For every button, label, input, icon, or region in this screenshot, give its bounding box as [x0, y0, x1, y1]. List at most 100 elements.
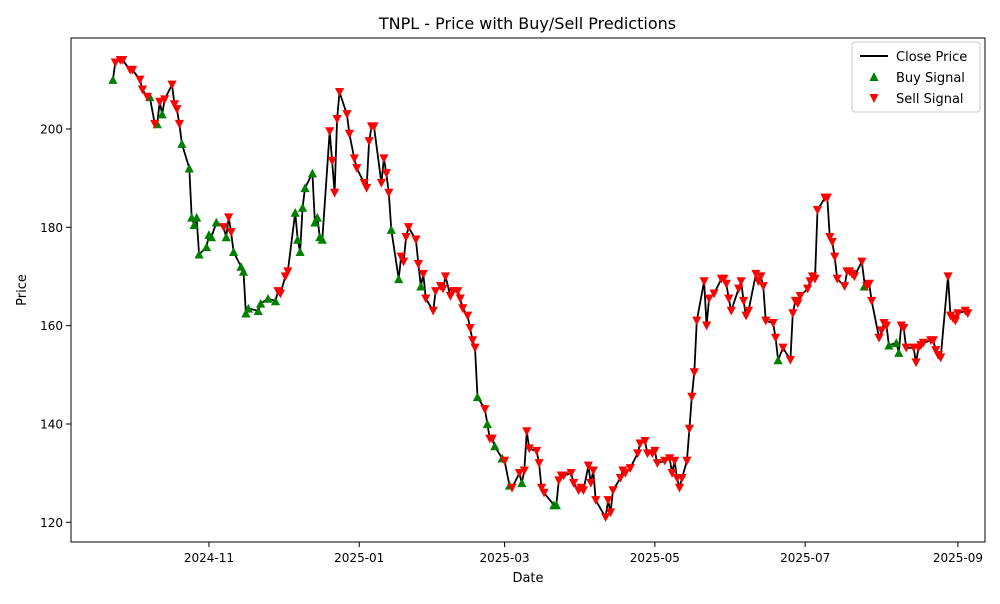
sell-signal-marker — [507, 483, 517, 493]
sell-signal-marker — [785, 355, 795, 365]
sell-signal-marker — [849, 272, 860, 282]
sell-signal-marker — [401, 233, 411, 242]
buy-signal-marker — [157, 109, 167, 119]
y-tick-label: 200 — [40, 122, 63, 136]
sell-signal-marker — [428, 306, 438, 316]
sell-signal-marker — [936, 353, 946, 363]
buy-signal-marker — [177, 139, 187, 148]
sell-signal-marker — [514, 469, 524, 478]
sell-signal-marker — [756, 272, 766, 282]
buy-signal-marker — [184, 163, 194, 173]
buy-signal-marker — [551, 500, 561, 510]
plot-area — [108, 55, 973, 523]
buy-signal-marker — [241, 308, 251, 318]
sell-signal-marker — [758, 282, 768, 291]
buy-signal-marker — [192, 212, 202, 222]
sell-signal-marker — [867, 296, 877, 306]
sell-signal-marker — [155, 97, 165, 107]
buy-signal-marker — [517, 478, 527, 488]
sell-signal-marker — [352, 164, 362, 173]
sell-signal-marker — [411, 235, 421, 245]
sell-signal-marker — [726, 306, 736, 316]
sell-signal-marker — [699, 277, 709, 286]
sell-signal-marker — [172, 105, 182, 114]
sell-signal-marker — [953, 309, 963, 318]
sell-signal-marker — [534, 459, 544, 468]
sell-signal-marker — [539, 488, 549, 498]
sell-signal-marker — [396, 252, 406, 262]
sell-signal-marker — [349, 154, 359, 164]
legend: Close Price Buy Signal Sell Signal — [851, 41, 981, 113]
sell-signal-marker — [591, 496, 601, 505]
sell-signal-marker — [167, 80, 177, 90]
sell-signal-marker — [724, 294, 734, 304]
sell-signal-marker — [588, 466, 598, 476]
sell-signal-marker — [839, 282, 850, 291]
chart-title: TNPL - Price with Buy/Sell Predictions — [378, 14, 676, 33]
sell-signal-marker — [620, 469, 630, 478]
sell-signal-marker — [677, 473, 687, 483]
sell-signal-marker — [458, 304, 468, 314]
buy-signal-marker — [300, 183, 310, 193]
sell-signal-marker — [633, 449, 643, 459]
buy-signal-marker — [290, 207, 300, 217]
sell-signal-marker — [832, 274, 842, 284]
sell-signal-marker — [770, 333, 781, 343]
sell-signal-marker — [803, 284, 813, 294]
legend-sell-marker — [869, 94, 879, 103]
x-axis-label: Date — [512, 571, 543, 586]
sell-signal-marker — [137, 85, 148, 95]
buy-signal-marker — [307, 168, 318, 178]
sell-signal-marker — [702, 321, 712, 331]
buy-signal-marker — [310, 217, 320, 227]
sell-signal-marker — [524, 444, 534, 454]
x-tick-label: 2025-07 — [780, 551, 830, 565]
buy-signal-marker — [270, 296, 281, 306]
buy-signal-marker — [243, 303, 253, 313]
sell-signal-marker — [682, 456, 692, 466]
sell-signal-marker — [583, 461, 593, 471]
sell-signal-marker — [652, 459, 662, 468]
buy-signal-marker — [416, 281, 426, 291]
buy-signal-marker — [394, 274, 404, 284]
buy-signal-marker — [386, 225, 396, 234]
x-tick-label: 2025-09 — [933, 551, 983, 565]
sell-signal-marker — [359, 178, 369, 188]
buy-signal-marker — [206, 232, 217, 242]
sell-signal-marker — [650, 446, 660, 456]
sell-signal-marker — [901, 343, 911, 353]
buy-signal-marker — [238, 266, 249, 276]
sell-signal-marker — [743, 306, 754, 316]
sell-signal-marker — [522, 427, 532, 436]
sell-signal-marker — [480, 405, 490, 414]
sell-signal-marker — [453, 287, 463, 296]
sell-signal-marker — [110, 58, 120, 68]
sell-signal-marker — [963, 309, 973, 318]
sell-signal-marker — [857, 257, 867, 267]
sell-signal-marker — [325, 127, 335, 137]
sell-signal-marker — [342, 110, 352, 119]
sell-signal-marker — [674, 483, 685, 493]
sell-signal-marker — [736, 277, 746, 286]
sell-signal-marker — [640, 437, 650, 446]
sell-signal-marker — [615, 473, 625, 483]
sell-signal-marker — [118, 55, 128, 65]
buy-signal-marker — [884, 340, 894, 350]
x-tick-label: 2025-03 — [480, 551, 530, 565]
sell-signal-marker — [219, 223, 229, 232]
sell-signal-marker — [566, 469, 576, 478]
x-tick-label: 2025-01 — [334, 551, 384, 565]
sell-signal-marker — [669, 456, 680, 466]
sell-signal-marker — [660, 456, 670, 466]
sell-signal-marker — [810, 274, 820, 284]
sell-signal-marker — [532, 446, 542, 456]
sell-signal-marker — [174, 119, 184, 129]
y-axis-ticks: 120 140 160 180 200 — [40, 122, 71, 530]
sell-signal-marker — [332, 114, 342, 124]
y-tick-label: 120 — [40, 516, 63, 530]
sell-signal-marker — [519, 466, 529, 476]
sell-signal-marker — [127, 65, 138, 75]
sell-signal-marker — [379, 154, 389, 164]
sell-signal-marker — [812, 205, 823, 215]
